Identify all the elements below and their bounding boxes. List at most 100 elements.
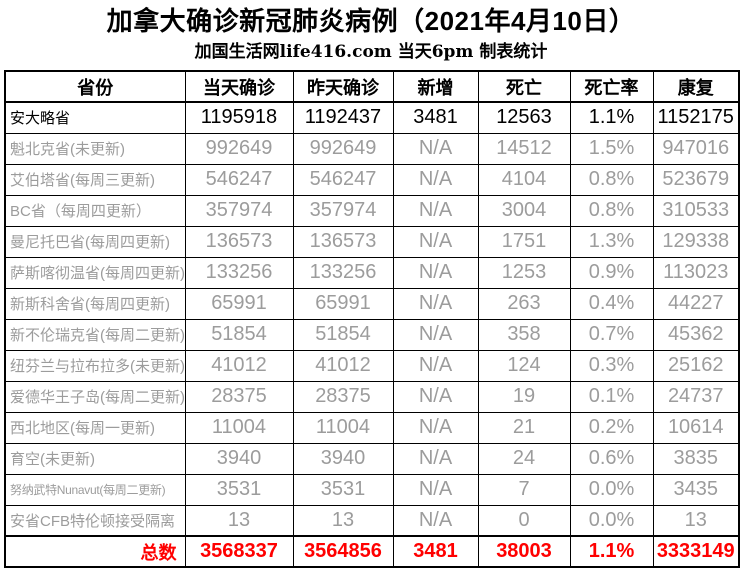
value-cell: 357974 (184, 194, 294, 227)
value-cell: 0.0% (569, 504, 654, 537)
value-cell: 12563 (477, 101, 571, 134)
value-cell: 3564856 (292, 535, 394, 568)
value-cell: 1.3% (569, 225, 654, 258)
table-row: 曼尼托巴省(每周四更新) 136573 136573 N/A 1751 1.3% 12933… (4, 225, 740, 258)
province-cell: 艾伯塔省(每周三更新) (4, 163, 186, 196)
value-cell: N/A (392, 318, 479, 351)
value-cell: 41012 (184, 349, 294, 382)
header-cell: 昨天确诊 (292, 70, 394, 103)
value-cell: 992649 (292, 132, 394, 165)
value-cell: 13 (292, 504, 394, 537)
value-cell: 3435 (652, 473, 740, 506)
header-cell: 康复 (652, 70, 740, 103)
value-cell: 0.2% (569, 411, 654, 444)
table-row: 萨斯喀彻温省(每周四更新) 133256 133256 N/A 1253 0.9% 1130… (4, 256, 740, 289)
value-cell: 1152175 (652, 101, 740, 134)
value-cell: 28375 (184, 380, 294, 413)
table-row: 努纳武特Nunavut(每周二更新) 3531 3531 N/A 7 0.0% 3435 (4, 473, 740, 506)
value-cell: 1751 (477, 225, 571, 258)
value-cell: N/A (392, 132, 479, 165)
value-cell: 0.8% (569, 163, 654, 196)
value-cell: 310533 (652, 194, 740, 227)
header-cell: 当天确诊 (184, 70, 294, 103)
value-cell: 1.5% (569, 132, 654, 165)
value-cell: 25162 (652, 349, 740, 382)
value-cell: 129338 (652, 225, 740, 258)
value-cell: 113023 (652, 256, 740, 289)
value-cell: 3481 (392, 535, 479, 568)
table-row: 西北地区(每周一更新) 11004 11004 N/A 21 0.2% 10614 (4, 411, 740, 444)
value-cell: 133256 (184, 256, 294, 289)
value-cell: 3940 (292, 442, 394, 475)
value-cell: 3940 (184, 442, 294, 475)
value-cell: 24 (477, 442, 571, 475)
value-cell: 7 (477, 473, 571, 506)
value-cell: 1.1% (569, 535, 654, 568)
value-cell: 0.1% (569, 380, 654, 413)
page-title: 加拿大确诊新冠肺炎病例（2021年4月10日） (106, 6, 636, 36)
value-cell: 3835 (652, 442, 740, 475)
value-cell: 0.0% (569, 473, 654, 506)
value-cell: 41012 (292, 349, 394, 382)
value-cell: 357974 (292, 194, 394, 227)
value-cell: N/A (392, 380, 479, 413)
table-row: 纽芬兰与拉布拉多(未更新) 41012 41012 N/A 124 0.3% 25162 (4, 349, 740, 382)
value-cell: 0.8% (569, 194, 654, 227)
value-cell: 13 (652, 504, 740, 537)
value-cell: 0 (477, 504, 571, 537)
value-cell: 51854 (184, 318, 294, 351)
page-subtitle: 加国生活网life416.com 当天6pm 制表统计 (194, 42, 548, 62)
province-cell: 纽芬兰与拉布拉多(未更新) (4, 349, 186, 382)
table-row: 新不伦瑞克省(每周二更新) 51854 51854 N/A 358 0.7% 45362 (4, 318, 740, 351)
table-head: 省份 当天确诊 昨天确诊 新增 死亡 死亡率 康复 (4, 70, 740, 103)
province-cell: 爱德华王子岛(每周二更新) (4, 380, 186, 413)
province-cell: 西北地区(每周一更新) (4, 411, 186, 444)
value-cell: 358 (477, 318, 571, 351)
value-cell: 947016 (652, 132, 740, 165)
province-cell: 安大略省 (4, 101, 186, 134)
value-cell: 21 (477, 411, 571, 444)
table-row: 安省CFB特伦顿接受隔离 13 13 N/A 0 0.0% 13 (4, 504, 740, 537)
value-cell: 0.7% (569, 318, 654, 351)
table-body: 安大略省 1195918 1192437 3481 12563 1.1% 1152175 魁北… (4, 101, 740, 568)
value-cell: 38003 (477, 535, 571, 568)
value-cell: N/A (392, 225, 479, 258)
value-cell: 3531 (184, 473, 294, 506)
table-row: 爱德华王子岛(每周二更新) 28375 28375 N/A 19 0.1% 24737 (4, 380, 740, 413)
province-cell: 曼尼托巴省(每周四更新) (4, 225, 186, 258)
value-cell: 1195918 (184, 101, 294, 134)
value-cell: 65991 (292, 287, 394, 320)
province-cell: 新不伦瑞克省(每周二更新) (4, 318, 186, 351)
value-cell: 546247 (184, 163, 294, 196)
value-cell: 546247 (292, 163, 394, 196)
value-cell: 51854 (292, 318, 394, 351)
table-row: 安大略省 1195918 1192437 3481 12563 1.1% 1152175 (4, 101, 740, 134)
value-cell: 1253 (477, 256, 571, 289)
value-cell: 11004 (292, 411, 394, 444)
table-header-row: 省份 当天确诊 昨天确诊 新增 死亡 死亡率 康复 (4, 70, 740, 103)
table-row: 育空(未更新) 3940 3940 N/A 24 0.6% 3835 (4, 442, 740, 475)
value-cell: 1.1% (569, 101, 654, 134)
header-cell-province: 省份 (4, 70, 186, 103)
value-cell: 3004 (477, 194, 571, 227)
value-cell: 3333149 (652, 535, 740, 568)
province-cell: 新斯科舍省(每周四更新) (4, 287, 186, 320)
value-cell: 13 (184, 504, 294, 537)
value-cell: 14512 (477, 132, 571, 165)
value-cell: N/A (392, 504, 479, 537)
value-cell: 0.6% (569, 442, 654, 475)
value-cell: 24737 (652, 380, 740, 413)
value-cell: 0.9% (569, 256, 654, 289)
value-cell: 523679 (652, 163, 740, 196)
value-cell: N/A (392, 163, 479, 196)
table-row: BC省（每周四更新） 357974 357974 N/A 3004 0.8% 310533 (4, 194, 740, 227)
value-cell: 4104 (477, 163, 571, 196)
value-cell: 3568337 (184, 535, 294, 568)
value-cell: 65991 (184, 287, 294, 320)
value-cell: N/A (392, 349, 479, 382)
value-cell: 19 (477, 380, 571, 413)
province-cell: 安省CFB特伦顿接受隔离 (4, 504, 186, 537)
value-cell: N/A (392, 442, 479, 475)
province-cell: 努纳武特Nunavut(每周二更新) (4, 473, 186, 506)
province-cell: 育空(未更新) (4, 442, 186, 475)
